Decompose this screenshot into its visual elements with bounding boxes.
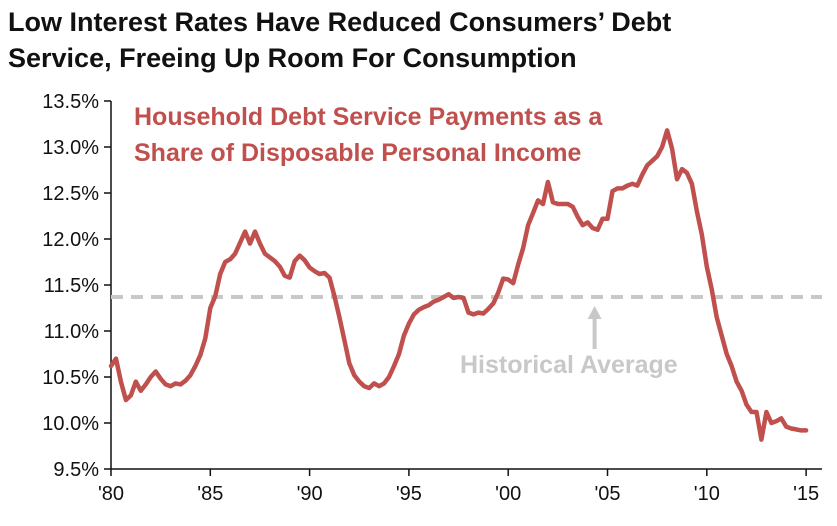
average-arrow-head <box>587 306 602 319</box>
chart-title: Low Interest Rates Have Reduced Consumer… <box>8 4 828 76</box>
y-tick-label: 10.0% <box>42 413 99 435</box>
chart-title-line-2: Service, Freeing Up Room For Consumption <box>8 43 577 73</box>
chart-title-line-1: Low Interest Rates Have Reduced Consumer… <box>8 7 672 37</box>
x-tick-label: '80 <box>98 483 124 505</box>
series-label-line-1: Household Debt Service Payments as a <box>134 103 603 131</box>
x-tick-label: '05 <box>594 483 620 505</box>
historical-average <box>111 294 822 349</box>
x-tick-label: '85 <box>197 483 223 505</box>
series-group <box>108 128 809 442</box>
y-tick-label: 9.5% <box>53 459 99 481</box>
y-tick-label: 13.5% <box>42 91 99 113</box>
x-tick-label: '10 <box>694 483 720 505</box>
y-tick-label: 12.5% <box>42 183 99 205</box>
historical-average-label: Historical Average <box>460 351 678 379</box>
x-tick-label: '95 <box>396 483 422 505</box>
y-axis: 13.5% 13.0% 12.5% 12.0% 11.5% 11.0% 10.5% 10.0%… <box>42 91 112 481</box>
x-tick-label: '15 <box>793 483 819 505</box>
series-line-debt-service <box>108 128 809 442</box>
series-label-line-2: Share of Disposable Personal Income <box>134 139 581 167</box>
y-tick-label: 13.0% <box>42 137 99 159</box>
y-tick-label: 12.0% <box>42 229 99 251</box>
x-tick-label: '00 <box>495 483 521 505</box>
y-tick-label: 11.0% <box>44 321 99 343</box>
annotations: Household Debt Service Payments as a Sha… <box>134 103 678 379</box>
x-axis: '80 '85 '90 '95 '00 '05 '10 '15 <box>98 468 822 505</box>
y-tick-label: 10.5% <box>42 367 99 389</box>
x-tick-label: '90 <box>297 483 323 505</box>
y-tick-label: 11.5% <box>44 275 99 297</box>
